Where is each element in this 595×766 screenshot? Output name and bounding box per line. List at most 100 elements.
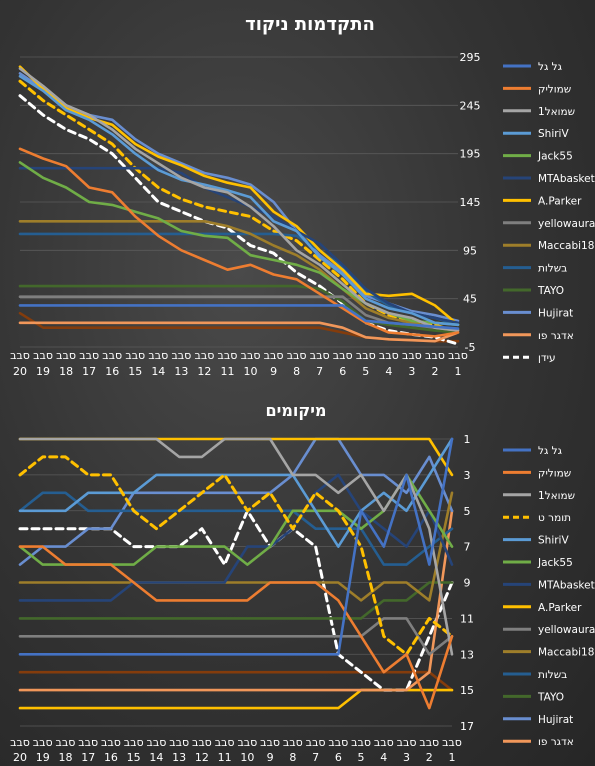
x-tick-label: סבב <box>241 349 261 362</box>
x-tick-label: סבב <box>10 736 30 749</box>
x-tick-label: סבב <box>402 349 422 362</box>
x-tick-label: 10 <box>244 365 258 378</box>
y-tick-label: 195 <box>460 148 481 161</box>
series-line-1 <box>18 437 454 656</box>
x-tick-label: 12 <box>197 365 211 378</box>
legend-label: תומר ט <box>538 512 571 524</box>
x-tick-label: 8 <box>289 751 296 764</box>
series-line-2 <box>18 545 454 710</box>
x-tick-label: 10 <box>240 751 254 764</box>
x-tick-label: סבב <box>101 736 121 749</box>
y-tick-label: 295 <box>460 51 481 64</box>
x-tick-label: סבב <box>171 349 191 362</box>
y-tick-label: 45 <box>463 293 477 306</box>
x-tick-label: 3 <box>408 365 415 378</box>
x-tick-label: סבב <box>10 349 30 362</box>
y-tick-label: 17 <box>460 720 474 733</box>
series-line-13 <box>18 321 460 343</box>
x-tick-label: 11 <box>220 365 234 378</box>
y-tick-label: 95 <box>463 244 477 257</box>
series-line-4 <box>18 455 454 656</box>
y-tick-label: 9 <box>464 577 471 590</box>
legend-label: שמואל1 <box>538 490 575 502</box>
series-line-17 <box>18 670 454 692</box>
chart-title: התקדמות ניקוד <box>245 14 375 35</box>
legend-label: Maccabi18 <box>538 240 594 252</box>
x-tick-label: 20 <box>13 365 27 378</box>
legend-label: בשלות <box>538 669 567 681</box>
legend-label: Jack55 <box>537 557 573 569</box>
x-tick-label: סבב <box>169 736 189 749</box>
x-tick-label: סבב <box>56 349 76 362</box>
y-tick-label: 1 <box>464 433 471 446</box>
series-line-2 <box>18 147 460 338</box>
x-tick-label: סבב <box>33 349 53 362</box>
x-tick-label: 4 <box>380 751 387 764</box>
series-line-9 <box>18 617 454 656</box>
legend-label: TAYO <box>537 691 564 703</box>
x-tick-label: 12 <box>195 751 209 764</box>
x-tick-label: סבב <box>283 736 303 749</box>
series-line-11 <box>18 284 460 334</box>
x-tick-label: סבב <box>260 736 280 749</box>
x-tick-label: 15 <box>127 751 141 764</box>
x-tick-label: 14 <box>149 751 163 764</box>
x-tick-label: סבב <box>215 736 235 749</box>
legend-label: Jack55 <box>537 151 573 163</box>
x-tick-label: 9 <box>270 365 277 378</box>
series-line-11 <box>18 491 454 566</box>
legend-label: Hujirat <box>538 714 573 726</box>
x-tick-label: 2 <box>426 751 433 764</box>
x-tick-label: 20 <box>13 751 27 764</box>
x-tick-label: סבב <box>194 349 214 362</box>
x-tick-label: סבב <box>124 736 144 749</box>
legend-label: שמואל1 <box>538 106 575 118</box>
x-tick-label: 17 <box>81 751 95 764</box>
x-tick-label: 14 <box>151 365 165 378</box>
legend-label: גל גל <box>538 445 563 457</box>
x-tick-label: סבב <box>310 349 330 362</box>
x-tick-label: סבב <box>102 349 122 362</box>
x-tick-label: 5 <box>358 751 365 764</box>
y-tick-label: 145 <box>460 196 481 209</box>
chart-1: התקדמות ניקוד2952451951459545-5סבב20סבב1… <box>10 14 595 378</box>
legend-label: Maccabi18 <box>538 647 594 659</box>
legend-label: בשלות <box>538 263 567 275</box>
series-line-9 <box>18 220 460 331</box>
x-tick-label: סבב <box>306 736 326 749</box>
x-tick-label: 13 <box>174 365 188 378</box>
legend-label: yellowaura <box>538 624 595 636</box>
x-tick-label: 13 <box>172 751 186 764</box>
y-tick-label: -5 <box>465 341 476 354</box>
x-tick-label: סבב <box>56 736 76 749</box>
series-line-12 <box>18 72 460 323</box>
x-tick-label: סבב <box>218 349 238 362</box>
x-tick-label: 15 <box>128 365 142 378</box>
series-line-16 <box>18 688 454 710</box>
series-line-5 <box>18 437 454 548</box>
series-line-10 <box>18 491 454 602</box>
x-tick-label: סבב <box>333 349 353 362</box>
x-tick-label: סבב <box>79 349 99 362</box>
x-tick-label: 3 <box>403 751 410 764</box>
y-tick-label: 13 <box>460 648 474 661</box>
y-tick-label: 15 <box>460 684 474 697</box>
series-line-12 <box>18 581 454 620</box>
legend-label: אדגר פו <box>538 330 574 342</box>
x-tick-label: 7 <box>312 751 319 764</box>
series-line-7 <box>18 473 454 602</box>
x-tick-label: סבב <box>237 736 257 749</box>
x-tick-label: 7 <box>316 365 323 378</box>
legend-label: A.Parker <box>538 602 582 614</box>
series-line-14 <box>18 509 454 692</box>
legend-label: A.Parker <box>538 195 582 207</box>
legend-label: גל גל <box>538 61 563 73</box>
series-line-4 <box>18 75 460 327</box>
legend-label: MTAbasket <box>538 579 595 591</box>
legend-label: ShiriV <box>538 535 569 547</box>
legend-label: ShiriV <box>538 128 569 140</box>
x-tick-label: סבב <box>146 736 166 749</box>
x-tick-label: 6 <box>335 751 342 764</box>
x-tick-label: סבב <box>33 736 53 749</box>
